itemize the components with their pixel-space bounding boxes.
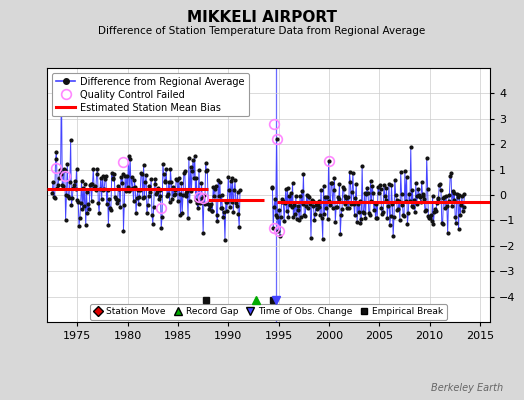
- Text: MIKKELI AIRPORT: MIKKELI AIRPORT: [187, 10, 337, 25]
- Text: Berkeley Earth: Berkeley Earth: [431, 383, 503, 393]
- Text: Difference of Station Temperature Data from Regional Average: Difference of Station Temperature Data f…: [99, 26, 425, 36]
- Legend: Station Move, Record Gap, Time of Obs. Change, Empirical Break: Station Move, Record Gap, Time of Obs. C…: [90, 304, 447, 320]
